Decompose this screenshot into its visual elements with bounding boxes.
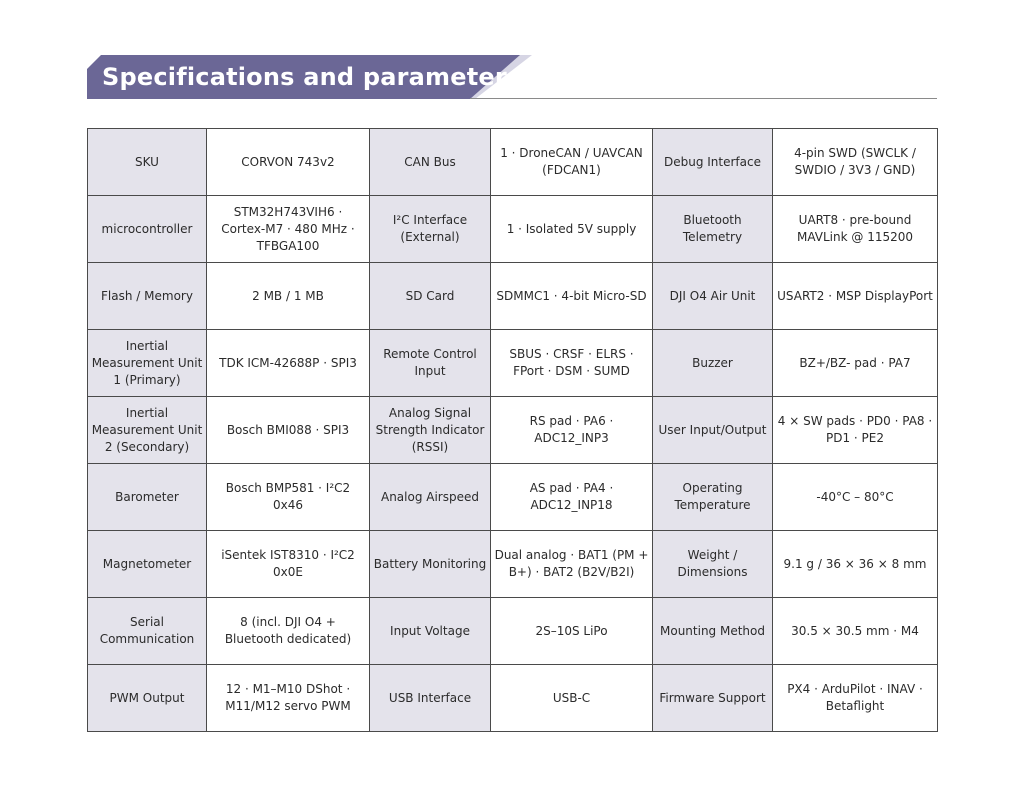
spec-label: Input Voltage	[369, 597, 491, 665]
spec-label: User Input/Output	[652, 396, 773, 464]
header-rule	[470, 98, 937, 99]
spec-value: 12 · M1–M10 DShot · M11/M12 servo PWM	[206, 664, 370, 732]
spec-value: SBUS · CRSF · ELRS · FPort · DSM · SUMD	[490, 329, 653, 397]
spec-value: 4-pin SWD (SWCLK / SWDIO / 3V3 / GND)	[772, 128, 938, 196]
spec-label: Operating Temperature	[652, 463, 773, 531]
spec-value: 30.5 × 30.5 mm · M4	[772, 597, 938, 665]
spec-value: UART8 · pre-bound MAVLink @ 115200	[772, 195, 938, 263]
table-row: microcontroller STM32H743VIH6 · Cortex-M7…	[87, 195, 938, 263]
spec-label: Bluetooth Telemetry	[652, 195, 773, 263]
spec-label: I²C Interface (External)	[369, 195, 491, 263]
spec-label: Buzzer	[652, 329, 773, 397]
spec-value: USART2 · MSP DisplayPort	[772, 262, 938, 330]
spec-value: 2 MB / 1 MB	[206, 262, 370, 330]
spec-label: Firmware Support	[652, 664, 773, 732]
spec-label: CAN Bus	[369, 128, 491, 196]
table-row: Inertial Measurement Unit 1 (Primary) TDK…	[87, 329, 938, 397]
spec-label: Analog Airspeed	[369, 463, 491, 531]
spec-value: 2S–10S LiPo	[490, 597, 653, 665]
spec-label: SD Card	[369, 262, 491, 330]
spec-label: USB Interface	[369, 664, 491, 732]
table-row: Serial Communication 8 (incl. DJI O4 + Bl…	[87, 597, 938, 665]
spec-value: BZ+/BZ- pad · PA7	[772, 329, 938, 397]
spec-value: 8 (incl. DJI O4 + Bluetooth dedicated)	[206, 597, 370, 665]
spec-label: SKU	[87, 128, 207, 196]
spec-value: RS pad · PA6 · ADC12_INP3	[490, 396, 653, 464]
table-row: Magnetometer iSentek IST8310 · I²C2 0x0E B…	[87, 530, 938, 598]
spec-label: Debug Interface	[652, 128, 773, 196]
table-row: SKU CORVON 743v2 CAN Bus 1 · DroneCAN / UAV…	[87, 128, 938, 196]
spec-value: -40°C – 80°C	[772, 463, 938, 531]
spec-value: Bosch BMI088 · SPI3	[206, 396, 370, 464]
spec-value: STM32H743VIH6 · Cortex-M7 · 480 MHz · TF…	[206, 195, 370, 263]
spec-value: iSentek IST8310 · I²C2 0x0E	[206, 530, 370, 598]
spec-label: Mounting Method	[652, 597, 773, 665]
spec-value: SDMMC1 · 4-bit Micro-SD	[490, 262, 653, 330]
spec-value: TDK ICM-42688P · SPI3	[206, 329, 370, 397]
spec-value: CORVON 743v2	[206, 128, 370, 196]
spec-value: Bosch BMP581 · I²C2 0x46	[206, 463, 370, 531]
table-row: Inertial Measurement Unit 2 (Secondary) B…	[87, 396, 938, 464]
spec-label: Remote Control Input	[369, 329, 491, 397]
spec-label: microcontroller	[87, 195, 207, 263]
table-row: PWM Output 12 · M1–M10 DShot · M11/M12 se…	[87, 664, 938, 732]
spec-label: Analog Signal Strength Indicator (RSSI)	[369, 396, 491, 464]
spec-value: 1 · Isolated 5V supply	[490, 195, 653, 263]
spec-label: DJI O4 Air Unit	[652, 262, 773, 330]
spec-label: Serial Communication	[87, 597, 207, 665]
table-row: Barometer Bosch BMP581 · I²C2 0x46 Analog …	[87, 463, 938, 531]
spec-label: Battery Monitoring	[369, 530, 491, 598]
specifications-table-body: SKU CORVON 743v2 CAN Bus 1 · DroneCAN / UAV…	[87, 128, 938, 732]
spec-label: Magnetometer	[87, 530, 207, 598]
spec-label: Inertial Measurement Unit 1 (Primary)	[87, 329, 207, 397]
spec-value: Dual analog · BAT1 (PM + B+) · BAT2 (B2V…	[490, 530, 653, 598]
page-title: Specifications and parameters	[102, 63, 522, 91]
spec-value: 1 · DroneCAN / UAVCAN (FDCAN1)	[490, 128, 653, 196]
spec-label: Flash / Memory	[87, 262, 207, 330]
spec-value: 4 × SW pads · PD0 · PA8 · PD1 · PE2	[772, 396, 938, 464]
spec-label: Barometer	[87, 463, 207, 531]
spec-label: PWM Output	[87, 664, 207, 732]
table-row: Flash / Memory 2 MB / 1 MB SD Card SDMMC1 ·…	[87, 262, 938, 330]
spec-value: USB-C	[490, 664, 653, 732]
specifications-table: SKU CORVON 743v2 CAN Bus 1 · DroneCAN / UAV…	[87, 128, 938, 732]
spec-value: AS pad · PA4 · ADC12_INP18	[490, 463, 653, 531]
spec-label: Inertial Measurement Unit 2 (Secondary)	[87, 396, 207, 464]
title-banner	[87, 55, 529, 99]
spec-value: 9.1 g / 36 × 36 × 8 mm	[772, 530, 938, 598]
spec-value: PX4 · ArduPilot · INAV · Betaflight	[772, 664, 938, 732]
spec-label: Weight / Dimensions	[652, 530, 773, 598]
